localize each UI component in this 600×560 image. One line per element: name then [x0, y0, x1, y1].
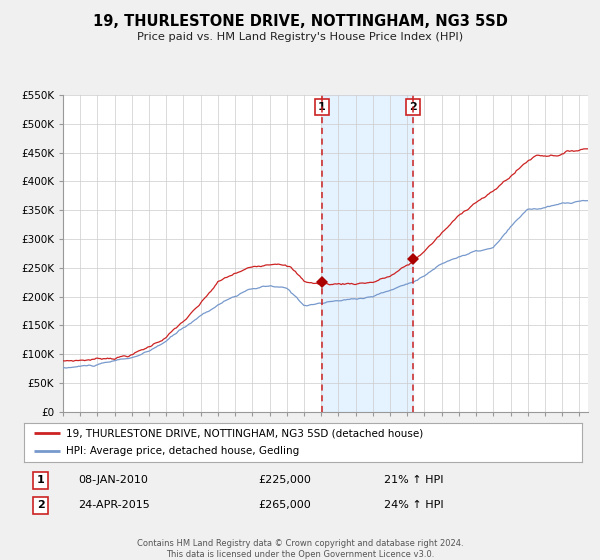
Text: Price paid vs. HM Land Registry's House Price Index (HPI): Price paid vs. HM Land Registry's House … [137, 32, 463, 43]
Text: £225,000: £225,000 [258, 475, 311, 486]
Text: 24-APR-2015: 24-APR-2015 [78, 500, 150, 510]
Text: This data is licensed under the Open Government Licence v3.0.: This data is licensed under the Open Gov… [166, 550, 434, 559]
Text: 2: 2 [37, 500, 44, 510]
Text: 19, THURLESTONE DRIVE, NOTTINGHAM, NG3 5SD: 19, THURLESTONE DRIVE, NOTTINGHAM, NG3 5… [92, 14, 508, 29]
Text: 1: 1 [37, 475, 44, 486]
Text: 24% ↑ HPI: 24% ↑ HPI [384, 500, 443, 510]
Text: HPI: Average price, detached house, Gedling: HPI: Average price, detached house, Gedl… [66, 446, 299, 456]
Text: 21% ↑ HPI: 21% ↑ HPI [384, 475, 443, 486]
Text: Contains HM Land Registry data © Crown copyright and database right 2024.: Contains HM Land Registry data © Crown c… [137, 539, 463, 548]
Text: 19, THURLESTONE DRIVE, NOTTINGHAM, NG3 5SD (detached house): 19, THURLESTONE DRIVE, NOTTINGHAM, NG3 5… [66, 428, 423, 438]
Text: 2: 2 [409, 102, 416, 111]
Text: 1: 1 [318, 102, 326, 111]
Text: 08-JAN-2010: 08-JAN-2010 [78, 475, 148, 486]
Text: £265,000: £265,000 [258, 500, 311, 510]
Bar [322, 95, 413, 412]
